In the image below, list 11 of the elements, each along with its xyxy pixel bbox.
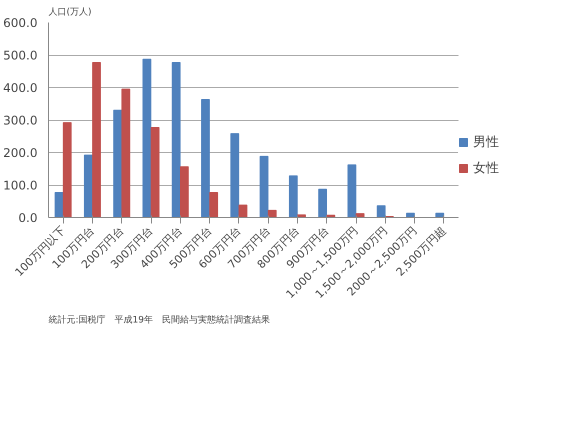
y-tick-label: 100.0 [3, 178, 38, 192]
y-tick-label: 300.0 [3, 114, 38, 128]
y-tick-label: 400.0 [3, 81, 38, 95]
text: 統計元:国税庁 平成19年 民間給与実態統計調査結果 [48, 314, 270, 326]
y-tick-label: 0.0 [18, 211, 38, 225]
y-axis-title: 人口(万人) [48, 6, 92, 18]
y-tick-label: 500.0 [3, 48, 38, 62]
y-tick-label: 600.0 [3, 16, 38, 30]
legend-label: 男性 [473, 134, 499, 151]
y-tick-label: 200.0 [3, 146, 38, 160]
legend-label: 女性 [473, 160, 499, 177]
